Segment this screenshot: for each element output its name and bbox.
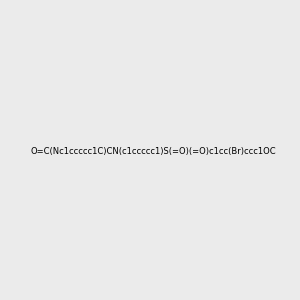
Text: O=C(Nc1ccccc1C)CN(c1ccccc1)S(=O)(=O)c1cc(Br)ccc1OC: O=C(Nc1ccccc1C)CN(c1ccccc1)S(=O)(=O)c1cc… (31, 147, 277, 156)
